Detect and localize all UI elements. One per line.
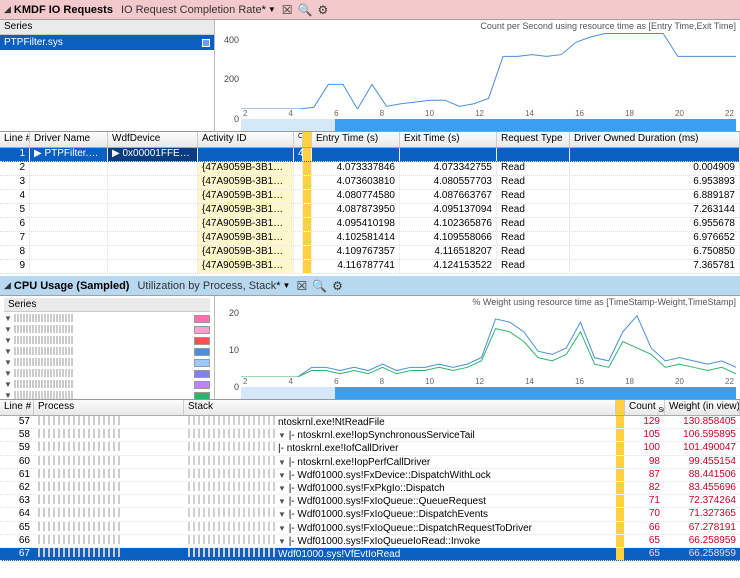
table-row[interactable]: 3{47A9059B-3B1B-00...4.0736038104.080557… bbox=[0, 176, 740, 190]
dirty-marker: * bbox=[262, 4, 266, 16]
table-row[interactable]: 5{47A9059B-3B1B-00...4.0878739504.095137… bbox=[0, 204, 740, 218]
table-row[interactable]: 4{47A9059B-3B1B-00...4.0807745804.087663… bbox=[0, 190, 740, 204]
col-activity[interactable]: Activity ID bbox=[198, 132, 294, 147]
kmdf-header[interactable]: ◢ KMDF IO Requests IO Request Completion… bbox=[0, 0, 740, 20]
stack-row[interactable]: 64▼ |- Wdf01000.sys!FxIoQueue::DispatchE… bbox=[0, 508, 740, 521]
legend-item[interactable]: ▼ bbox=[4, 346, 210, 357]
kmdf-grid-body[interactable]: 1▶ PTPFilter.sys▶ 0x00001FFE167...4,4822… bbox=[0, 148, 740, 276]
table-row[interactable]: 6{47A9059B-3B1B-00...4.0954101984.102365… bbox=[0, 218, 740, 232]
col-line[interactable]: Line # bbox=[0, 132, 30, 147]
table-row[interactable]: 1▶ PTPFilter.sys▶ 0x00001FFE167...4,482 bbox=[0, 148, 740, 162]
gear-icon[interactable]: ⚙ bbox=[318, 3, 329, 17]
cpu-xlabels: 246810121416182022 bbox=[241, 377, 736, 387]
table-row[interactable]: 8{47A9059B-3B1B-00...4.1097673574.116518… bbox=[0, 246, 740, 260]
legend-item[interactable]: ▼ bbox=[4, 379, 210, 390]
kmdf-title: KMDF IO Requests bbox=[14, 4, 113, 16]
cpu-header[interactable]: ◢ CPU Usage (Sampled) Utilization by Pro… bbox=[0, 276, 740, 296]
kmdf-timeline[interactable] bbox=[241, 119, 736, 131]
stack-row[interactable]: 58▼ |- ntoskrnl.exe!IopSynchronousServic… bbox=[0, 429, 740, 442]
stack-grid-header: Line # Process Stack Count Sum Weight (i… bbox=[0, 400, 740, 416]
collapse-icon[interactable]: ◢ bbox=[4, 4, 11, 15]
stack-grid-body[interactable]: 57ntoskrnl.exe!NtReadFile129130.85840558… bbox=[0, 416, 740, 561]
cpu-title: CPU Usage (Sampled) bbox=[14, 280, 130, 292]
legend-item[interactable]: ▼ bbox=[4, 390, 210, 399]
kmdf-yaxis: 4002000 bbox=[215, 30, 241, 119]
col-count[interactable]: Count Sum bbox=[625, 400, 665, 415]
series-header: Series bbox=[0, 20, 214, 35]
stack-row[interactable]: 59|- ntoskrnl.exe!IofCallDriver100101.49… bbox=[0, 442, 740, 455]
col-stack[interactable]: Stack bbox=[184, 400, 616, 415]
series-item-ptpfilter[interactable]: PTPFilter.sys bbox=[0, 35, 214, 50]
cpu-timeline[interactable] bbox=[241, 387, 736, 399]
legend-item[interactable]: ▼ bbox=[4, 357, 210, 368]
stack-row[interactable]: 66▼ |- Wdf01000.sys!FxIoQueueIoRead::Inv… bbox=[0, 535, 740, 548]
cpu-legend: Series ▼▼▼▼▼▼▼▼ bbox=[0, 296, 215, 399]
col-duration[interactable]: Driver Owned Duration (ms) bbox=[570, 132, 740, 147]
kmdf-chart[interactable]: Count per Second using resource time as … bbox=[215, 20, 740, 131]
stack-row[interactable]: 57ntoskrnl.exe!NtReadFile129130.858405 bbox=[0, 416, 740, 429]
cpu-lines bbox=[241, 306, 736, 377]
stack-row[interactable]: 60▼ |- ntoskrnl.exe!IopPerfCallDriver989… bbox=[0, 456, 740, 469]
search-icon[interactable]: 🔍 bbox=[298, 3, 313, 17]
kmdf-series-panel: Series PTPFilter.sys bbox=[0, 20, 215, 131]
legend-item[interactable]: ▼ bbox=[4, 313, 210, 324]
kmdf-grid-header: Line # Driver Name WdfDevice Activity ID… bbox=[0, 132, 740, 148]
kmdf-subtitle: IO Request Completion Rate bbox=[121, 4, 262, 16]
table-row[interactable]: 9{47A9059B-3B1B-00...4.1167877414.124153… bbox=[0, 260, 740, 274]
preset-icon[interactable]: ☒ bbox=[282, 3, 293, 17]
stack-row[interactable]: 63▼ |- Wdf01000.sys!FxIoQueue::QueueRequ… bbox=[0, 495, 740, 508]
col-driver[interactable]: Driver Name bbox=[30, 132, 108, 147]
stack-row[interactable]: 65▼ |- Wdf01000.sys!FxIoQueue::DispatchR… bbox=[0, 522, 740, 535]
col-wdf[interactable]: WdfDevice bbox=[108, 132, 198, 147]
kmdf-line bbox=[241, 30, 736, 109]
cpu-chart[interactable]: % Weight using resource time as [TimeSta… bbox=[215, 296, 740, 399]
series-swatch bbox=[202, 39, 210, 47]
search-icon[interactable]: 🔍 bbox=[312, 279, 327, 293]
ybar-marker bbox=[616, 400, 625, 415]
col-process[interactable]: Process bbox=[34, 400, 184, 415]
col-count[interactable]: Count bbox=[294, 132, 303, 147]
legend-item[interactable]: ▼ bbox=[4, 335, 210, 346]
cpu-yaxis: 20100 bbox=[215, 306, 241, 387]
collapse-icon[interactable]: ◢ bbox=[4, 280, 11, 291]
col-weight[interactable]: Weight (in view) (... bbox=[665, 400, 740, 415]
legend-item[interactable]: ▼ bbox=[4, 324, 210, 335]
ybar-marker bbox=[303, 132, 312, 147]
chevron-down-icon[interactable]: ▼ bbox=[283, 281, 291, 290]
table-row[interactable]: 2{47A9059B-3B1B-00...4.0733378464.073342… bbox=[0, 162, 740, 176]
table-row[interactable]: 7{47A9059B-3B1B-00...4.1025814144.109558… bbox=[0, 232, 740, 246]
series-header: Series bbox=[4, 298, 210, 312]
stack-row[interactable]: 62▼ |- Wdf01000.sys!FxPkgIo::Dispatch828… bbox=[0, 482, 740, 495]
kmdf-body: Series PTPFilter.sys Count per Second us… bbox=[0, 20, 740, 132]
preset-icon[interactable]: ☒ bbox=[296, 279, 307, 293]
col-entry[interactable]: Entry Time (s) bbox=[312, 132, 400, 147]
stack-row[interactable]: 67Wdf01000.sys!VfEvtIoRead6566.258959 bbox=[0, 548, 740, 561]
cpu-subtitle: Utilization by Process, Stack bbox=[137, 280, 276, 292]
chevron-down-icon[interactable]: ▼ bbox=[268, 5, 276, 14]
cpu-body: Series ▼▼▼▼▼▼▼▼ % Weight using resource … bbox=[0, 296, 740, 400]
kmdf-xlabels: 246810121416182022 bbox=[241, 109, 736, 119]
series-item-label: PTPFilter.sys bbox=[4, 37, 63, 48]
gear-icon[interactable]: ⚙ bbox=[332, 279, 343, 293]
stack-row[interactable]: 61▼ |- Wdf01000.sys!FxDevice::DispatchWi… bbox=[0, 469, 740, 482]
legend-item[interactable]: ▼ bbox=[4, 368, 210, 379]
col-exit[interactable]: Exit Time (s) bbox=[400, 132, 497, 147]
col-reqtype[interactable]: Request Type bbox=[497, 132, 570, 147]
dirty-marker: * bbox=[276, 280, 280, 292]
col-line[interactable]: Line # bbox=[0, 400, 34, 415]
